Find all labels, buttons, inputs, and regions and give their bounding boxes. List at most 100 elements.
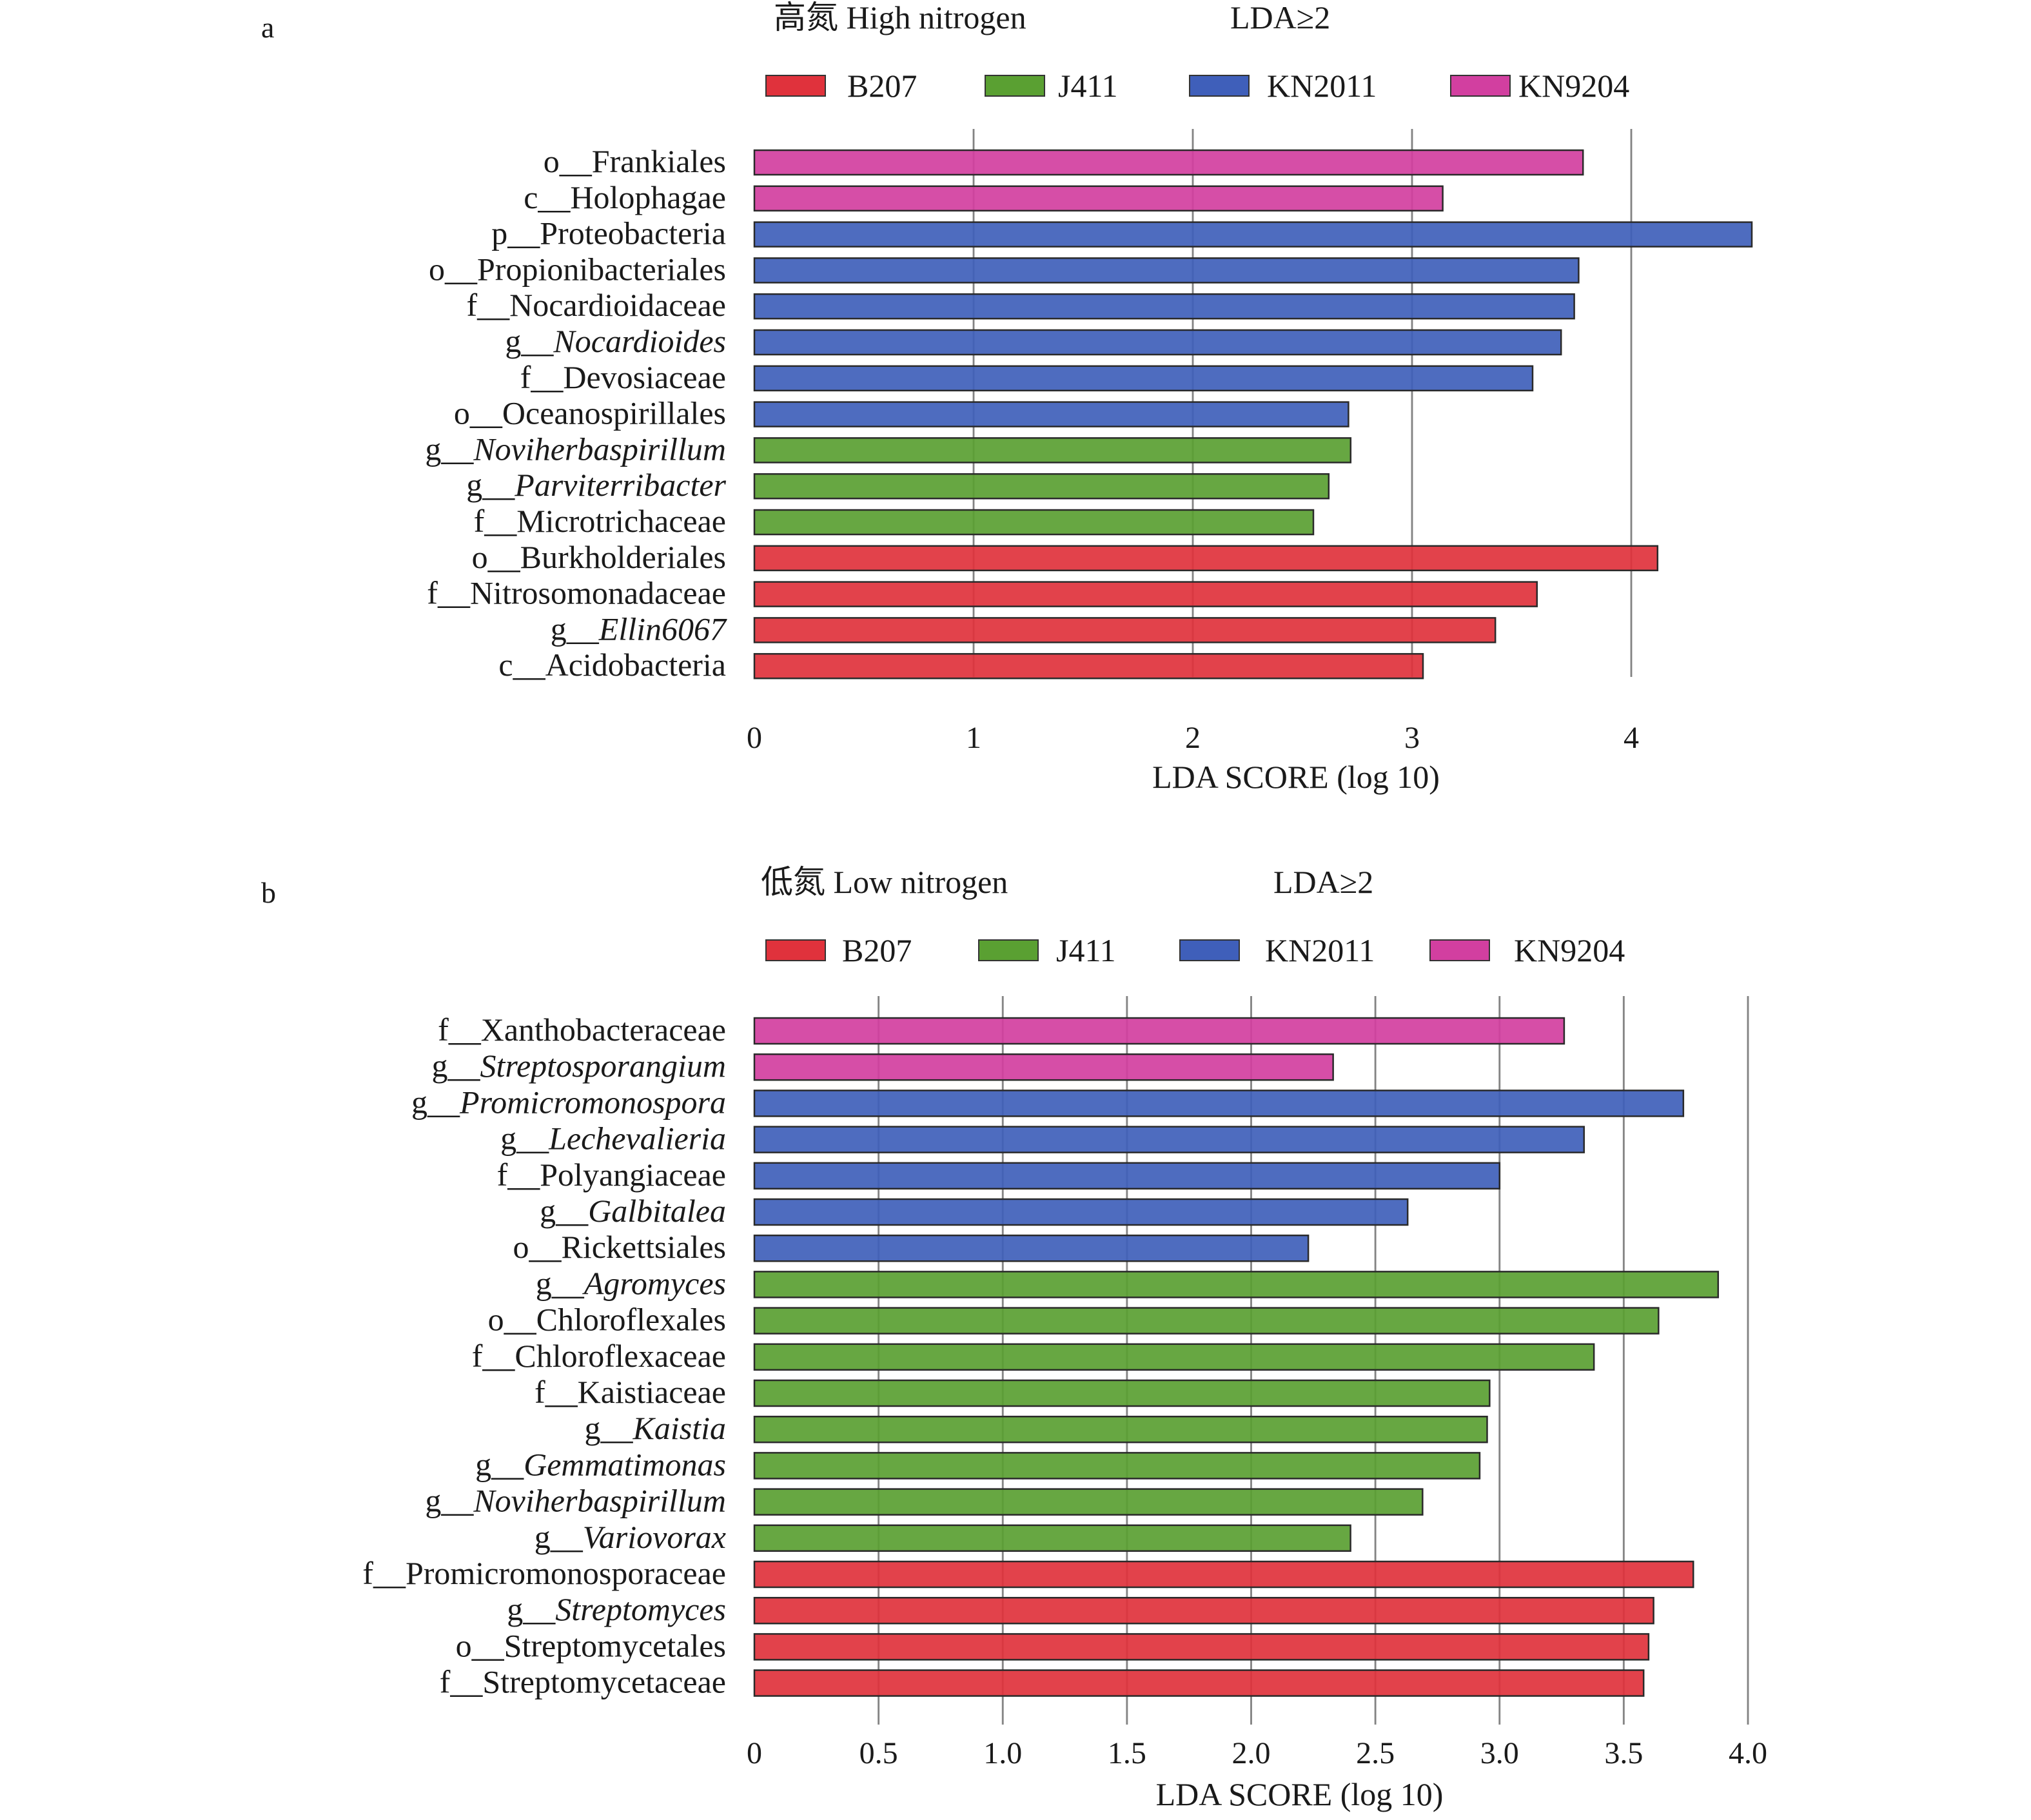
bar-label-microtrichaceae: f__Microtrichaceae bbox=[474, 503, 726, 539]
bar-agromyces bbox=[753, 1271, 1720, 1298]
lda-threshold-label: LDA≥2 bbox=[1273, 864, 1373, 900]
bar-label-kaistiaceae: f__Kaistiaceae bbox=[535, 1374, 726, 1410]
legend-label-kn9204: KN9204 bbox=[1514, 932, 1625, 968]
bar-label-variovorax: g__Variovorax bbox=[535, 1519, 726, 1555]
tick-label: 2.0 bbox=[1232, 1736, 1271, 1770]
bar-label-polyangiaceae: f__Polyangiaceae bbox=[497, 1157, 726, 1193]
bar-label-parviterribacter: g__Parviterribacter bbox=[466, 467, 726, 503]
legend-swatch-j411 bbox=[985, 75, 1045, 97]
bar-label-agromyces: g__Agromyces bbox=[536, 1265, 726, 1301]
panel-title: 低氮 Low nitrogen bbox=[761, 864, 1008, 900]
bar-label-lechevalieria: g__Lechevalieria bbox=[500, 1120, 726, 1157]
legend-label-b207: B207 bbox=[847, 68, 917, 104]
tick-label: 2.5 bbox=[1356, 1736, 1395, 1770]
legend-swatch-j411 bbox=[978, 939, 1039, 961]
bar-parviterribacter bbox=[753, 473, 1330, 500]
bar-kaistiaceae bbox=[753, 1379, 1491, 1407]
tick-label: 1 bbox=[966, 721, 981, 755]
bar-label-acidobacteria: c__Acidobacteria bbox=[498, 647, 726, 683]
legend-label-kn2011: KN2011 bbox=[1265, 932, 1375, 968]
bar-label-oceanospirillales: o__Oceanospirillales bbox=[454, 395, 726, 431]
legend-swatch-b207 bbox=[765, 75, 826, 97]
panel-a: a 高氮 High nitrogen LDA≥2 B207 J411 KN2011 KN92… bbox=[261, 0, 1753, 795]
bar-streptomycetales bbox=[753, 1633, 1650, 1661]
bar-label-promicromonospora: g__Promicromonospora bbox=[411, 1084, 726, 1120]
x-axis-label: LDA SCORE (log 10) bbox=[1156, 1776, 1444, 1812]
bar-nocardioidaceae bbox=[753, 293, 1575, 320]
bar-label-burkholderiales: o__Burkholderiales bbox=[472, 539, 726, 575]
bar-label-proteobacteria: p__Proteobacteria bbox=[491, 215, 726, 251]
bar-label-noviherbaspirillum: g__Noviherbaspirillum bbox=[425, 431, 726, 467]
bar-label-noviherbaspirillum: g__Noviherbaspirillum bbox=[425, 1483, 726, 1519]
bar-nitrosomonadaceae bbox=[753, 581, 1538, 607]
legend-label-kn2011: KN2011 bbox=[1267, 68, 1377, 104]
bars: f__Xanthobacteraceaeg__Streptosporangium… bbox=[362, 1012, 1720, 1700]
bar-promicromonospora bbox=[753, 1090, 1685, 1117]
panel-letter: b bbox=[261, 876, 276, 909]
bar-noviherbaspirillum bbox=[753, 437, 1352, 464]
bar-nocardioides bbox=[753, 329, 1562, 356]
bar-label-streptosporangium: g__Streptosporangium bbox=[432, 1048, 727, 1084]
bar-label-promicromonosporaceae: f__Promicromonosporaceae bbox=[362, 1555, 726, 1591]
bar-label-frankiales: o__Frankiales bbox=[544, 143, 726, 179]
x-axis-ticks: 0 1 2 3 4 bbox=[747, 721, 1639, 755]
bar-propionibacteriales bbox=[753, 257, 1580, 284]
legend-label-b207: B207 bbox=[842, 932, 912, 968]
bar-streptomyces bbox=[753, 1596, 1654, 1625]
legend: B207 J411 KN2011 KN9204 bbox=[765, 68, 1629, 104]
tick-label: 3.0 bbox=[1480, 1736, 1519, 1770]
tick-label: 3.5 bbox=[1604, 1736, 1643, 1770]
tick-label: 3 bbox=[1404, 721, 1420, 755]
legend-swatch-kn2011 bbox=[1179, 939, 1240, 961]
bar-chloroflexales bbox=[753, 1307, 1660, 1335]
legend-label-kn9204: KN9204 bbox=[1518, 68, 1629, 104]
bar-rickettsiales bbox=[753, 1234, 1310, 1262]
bar-streptosporangium bbox=[753, 1053, 1334, 1081]
bar-polyangiaceae bbox=[753, 1162, 1500, 1190]
bar-label-chloroflexales: o__Chloroflexales bbox=[488, 1302, 726, 1338]
legend-label-j411: J411 bbox=[1058, 68, 1118, 104]
legend: B207 J411 KN2011 KN9204 bbox=[765, 932, 1625, 968]
tick-label: 2 bbox=[1185, 721, 1201, 755]
legend-swatch-kn2011 bbox=[1189, 75, 1250, 97]
legend-label-j411: J411 bbox=[1056, 932, 1116, 968]
bar-label-holophagae: c__Holophagae bbox=[524, 179, 726, 215]
bar-label-ellin6067: g__Ellin6067 bbox=[551, 611, 727, 647]
x-axis-label: LDA SCORE (log 10) bbox=[1152, 759, 1440, 795]
bar-kaistia bbox=[753, 1415, 1488, 1443]
bar-xanthobacteraceae bbox=[753, 1017, 1565, 1045]
bar-label-gemmatimonas: g__Gemmatimonas bbox=[475, 1446, 726, 1482]
bar-galbitalea bbox=[753, 1198, 1409, 1226]
bar-microtrichaceae bbox=[753, 509, 1315, 536]
bar-noviherbaspirillum bbox=[753, 1488, 1424, 1516]
bar-promicromonosporaceae bbox=[753, 1560, 1694, 1589]
bar-frankiales bbox=[753, 149, 1584, 176]
lda-threshold-label: LDA≥2 bbox=[1230, 0, 1330, 35]
tick-label: 1.0 bbox=[983, 1736, 1022, 1770]
bar-burkholderiales bbox=[753, 545, 1659, 572]
bar-lechevalieria bbox=[753, 1126, 1585, 1153]
x-axis-ticks: 0 0.5 1.0 1.5 2.0 2.5 3.0 3.5 4.0 bbox=[747, 1736, 1767, 1770]
panel-b: b 低氮 Low nitrogen LDA≥2 B207 J411 KN2011 KN920… bbox=[261, 864, 1767, 1812]
bar-label-streptomycetales: o__Streptomycetales bbox=[456, 1627, 726, 1663]
panel-title: 高氮 High nitrogen bbox=[774, 0, 1026, 35]
bar-label-kaistia: g__Kaistia bbox=[585, 1410, 726, 1446]
bar-label-rickettsiales: o__Rickettsiales bbox=[513, 1229, 727, 1265]
bar-gemmatimonas bbox=[753, 1452, 1481, 1480]
bar-label-xanthobacteraceae: f__Xanthobacteraceae bbox=[438, 1012, 726, 1048]
bars: o__Frankialesc__Holophagaep__Proteobacte… bbox=[425, 143, 1753, 683]
tick-label: 0 bbox=[747, 1736, 762, 1770]
bar-label-streptomyces: g__Streptomyces bbox=[507, 1591, 726, 1627]
legend-swatch-b207 bbox=[765, 939, 826, 961]
legend-swatch-kn9204 bbox=[1450, 75, 1511, 97]
bar-acidobacteria bbox=[753, 652, 1424, 680]
bar-label-nocardioides: g__Nocardioides bbox=[505, 323, 726, 359]
bar-label-devosiaceae: f__Devosiaceae bbox=[520, 359, 726, 395]
bar-label-galbitalea: g__Galbitalea bbox=[540, 1193, 726, 1229]
tick-label: 0.5 bbox=[859, 1736, 898, 1770]
tick-label: 4 bbox=[1624, 721, 1639, 755]
bar-label-propionibacteriales: o__Propionibacteriales bbox=[429, 251, 726, 287]
panel-letter: a bbox=[261, 11, 274, 44]
legend-swatch-kn9204 bbox=[1429, 939, 1490, 961]
